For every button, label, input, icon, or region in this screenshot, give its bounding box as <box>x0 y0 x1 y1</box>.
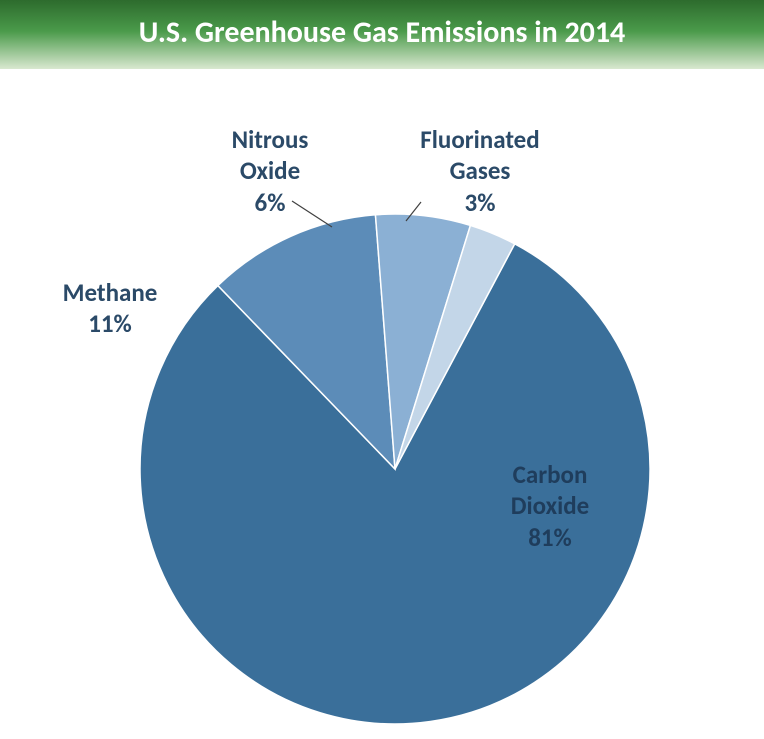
slice-name-line: Gases <box>370 155 590 186</box>
slice-value: 11% <box>25 308 195 339</box>
pie-chart: CarbonDioxide81%Methane11%NitrousOxide6%… <box>0 69 764 729</box>
slice-name-line: Fluorinated <box>370 124 590 155</box>
slice-name-line: Carbon <box>470 459 630 490</box>
slice-name-line: Nitrous <box>195 124 345 155</box>
chart-title-banner: U.S. Greenhouse Gas Emissions in 2014 <box>0 0 764 69</box>
slice-label: FluorinatedGases3% <box>370 124 590 218</box>
slice-label: Methane11% <box>25 277 195 340</box>
slice-value: 6% <box>195 187 345 218</box>
slice-name-line: Methane <box>25 277 195 308</box>
slice-name-line: Oxide <box>195 155 345 186</box>
slice-label: CarbonDioxide81% <box>470 459 630 553</box>
slice-name-line: Dioxide <box>470 490 630 521</box>
slice-label: NitrousOxide6% <box>195 124 345 218</box>
chart-title: U.S. Greenhouse Gas Emissions in 2014 <box>139 14 626 51</box>
slice-value: 81% <box>470 522 630 553</box>
slice-value: 3% <box>370 187 590 218</box>
